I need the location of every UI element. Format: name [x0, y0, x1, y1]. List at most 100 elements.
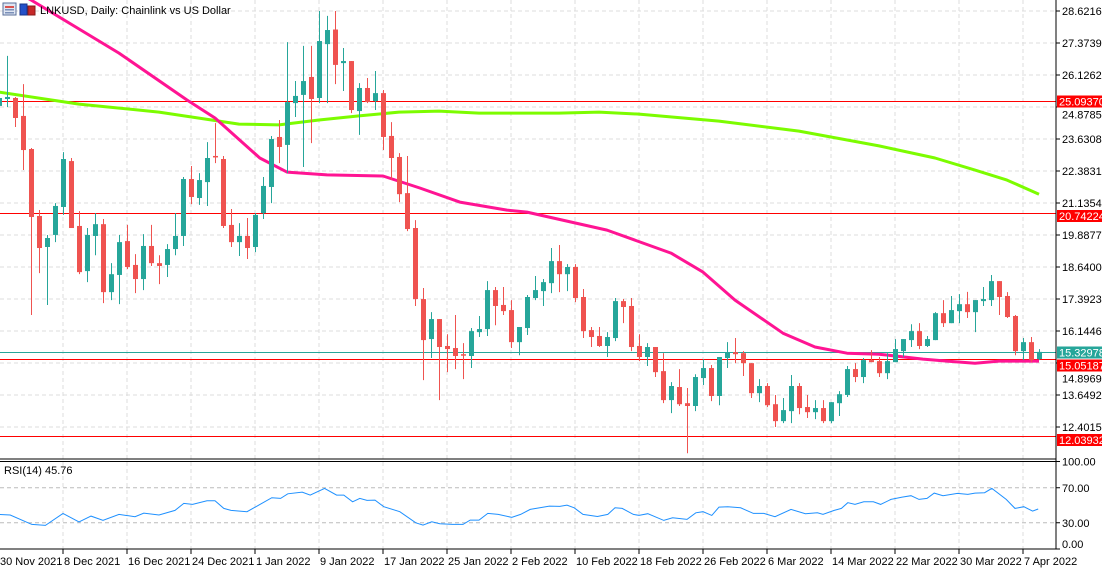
candle: [229, 209, 234, 247]
candle-body: [941, 313, 946, 324]
candle-body: [437, 319, 442, 348]
price-tag-label: 15.05187: [1059, 361, 1102, 373]
candle: [661, 353, 666, 404]
chart-title: LNKUSD, Daily: Chainlink vs US Dollar: [40, 5, 231, 17]
candle-body: [53, 205, 58, 235]
candle: [941, 300, 946, 328]
candle-body: [485, 290, 490, 330]
candle: [261, 176, 266, 220]
time-tick-label: 2 Feb 2022: [512, 556, 568, 568]
candle: [29, 147, 34, 315]
candle-body: [29, 149, 34, 217]
candle: [909, 324, 914, 348]
candle-body: [141, 245, 146, 280]
candle: [149, 224, 154, 266]
candle: [309, 45, 314, 144]
candle: [997, 281, 1002, 315]
candle-body: [133, 264, 138, 280]
time-axis[interactable]: 30 Nov 2021 8 Dec 2021 16 Dec 2021 24 Dec 2…: [0, 549, 1077, 568]
candle: [573, 264, 578, 303]
candle: [53, 203, 58, 243]
level-price-tag: [1057, 209, 1102, 222]
candle-body: [829, 402, 834, 422]
candle-body: [277, 136, 282, 147]
candle-body: [933, 313, 938, 341]
candle: [21, 84, 26, 171]
candle: [389, 122, 394, 181]
candle-body: [637, 345, 642, 358]
candle-body: [877, 361, 882, 374]
candle: [549, 248, 554, 294]
chart-window-icon[interactable]: [2, 2, 17, 16]
candle: [141, 234, 146, 291]
candle-body: [957, 304, 962, 312]
candle-body: [317, 41, 322, 98]
candle-body: [109, 274, 114, 293]
candle: [813, 400, 818, 420]
rsi-tick-label: 0.00: [1062, 539, 1083, 551]
candle-body: [349, 61, 354, 111]
candle-body: [181, 179, 186, 236]
candle: [357, 83, 362, 135]
candle: [693, 374, 698, 412]
candle-body: [781, 410, 786, 422]
candle-body: [797, 385, 802, 409]
candle-body: [445, 345, 450, 350]
candle: [325, 15, 330, 104]
price-tick-label: 27.37390: [1062, 38, 1102, 50]
candle: [541, 279, 546, 306]
candle: [845, 365, 850, 398]
candle: [965, 291, 970, 319]
price-tag-label: 15.32978: [1059, 348, 1102, 360]
candle-body: [429, 319, 434, 340]
candle: [501, 287, 506, 315]
time-tick-label: 24 Dec 2021: [192, 556, 254, 568]
price-tick-label: 24.87850: [1062, 110, 1102, 122]
candle: [581, 289, 586, 339]
candle-body: [901, 339, 906, 352]
candle-body: [973, 300, 978, 313]
candle-body: [685, 403, 690, 407]
candle-body: [741, 353, 746, 364]
trading-icon[interactable]: [19, 3, 36, 16]
candle-body: [1021, 342, 1026, 352]
price-tick-label: 16.14460: [1062, 326, 1102, 338]
candle: [5, 55, 10, 107]
candle-body: [989, 281, 994, 301]
price-tick-label: 21.13540: [1062, 198, 1102, 210]
candle-body: [1005, 295, 1010, 318]
candle: [605, 332, 610, 358]
candle: [901, 339, 906, 358]
candle: [565, 264, 570, 292]
price-axis[interactable]: 28.62160 27.37390 26.12620 24.87850 23.63080…: [1056, 6, 1102, 434]
candle: [61, 152, 66, 215]
candle-body: [453, 348, 458, 356]
candle-body: [581, 297, 586, 332]
candle: [949, 295, 954, 324]
candle-body: [85, 234, 90, 272]
candle: [917, 323, 922, 350]
candle: [349, 61, 354, 114]
candle-body: [621, 301, 626, 308]
level-price-tag: [1057, 359, 1102, 372]
candle: [85, 228, 90, 283]
candle-body: [597, 335, 602, 346]
candle: [733, 338, 738, 364]
candle: [301, 45, 306, 167]
candle-body: [909, 331, 914, 341]
candle: [789, 374, 794, 424]
candle: [885, 353, 890, 380]
candle: [101, 219, 106, 304]
candle-body: [21, 115, 26, 151]
candle: [773, 394, 778, 428]
candle-body: [533, 290, 538, 299]
grid-lines: [0, 0, 1056, 549]
candle: [317, 11, 322, 104]
candle: [509, 300, 514, 349]
time-tick-label: 8 Dec 2021: [64, 556, 120, 568]
candle: [1037, 349, 1042, 361]
candle: [805, 394, 810, 419]
candle-body: [765, 385, 770, 406]
